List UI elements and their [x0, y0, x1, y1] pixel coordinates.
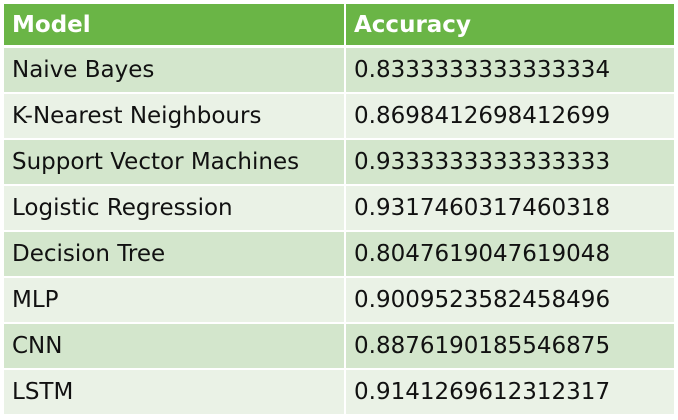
accuracy-cell: 0.9333333333333333: [344, 139, 674, 186]
model-cell: Decision Tree: [4, 231, 345, 278]
table-row: Naive Bayes 0.8333333333333334: [4, 46, 674, 94]
model-cell: K-Nearest Neighbours: [4, 93, 345, 140]
table-row: Logistic Regression 0.9317460317460318: [4, 185, 674, 232]
accuracy-cell: 0.8333333333333334: [344, 46, 674, 94]
table-row: K-Nearest Neighbours 0.8698412698412699: [4, 93, 674, 140]
accuracy-cell: 0.8698412698412699: [344, 93, 674, 140]
table-row: LSTM 0.9141269612312317: [4, 369, 674, 416]
model-column-header: Model: [4, 4, 345, 48]
header-row: Model Accuracy: [4, 4, 674, 48]
table-body: Naive Bayes 0.8333333333333334 K-Nearest…: [4, 46, 674, 416]
accuracy-cell: 0.8047619047619048: [344, 231, 674, 278]
table-header: Model Accuracy: [4, 4, 674, 48]
accuracy-cell: 0.9317460317460318: [344, 185, 674, 232]
model-cell: Naive Bayes: [4, 46, 345, 94]
model-accuracy-table: Model Accuracy Naive Bayes 0.83333333333…: [4, 4, 674, 416]
accuracy-cell: 0.9009523582458496: [344, 277, 674, 324]
table-row: Decision Tree 0.8047619047619048: [4, 231, 674, 278]
accuracy-cell: 0.9141269612312317: [344, 369, 674, 416]
accuracy-column-header: Accuracy: [344, 4, 674, 48]
model-cell: Support Vector Machines: [4, 139, 345, 186]
table-row: CNN 0.8876190185546875: [4, 323, 674, 370]
model-accuracy-table-container: Model Accuracy Naive Bayes 0.83333333333…: [4, 4, 674, 416]
table-row: Support Vector Machines 0.93333333333333…: [4, 139, 674, 186]
model-cell: Logistic Regression: [4, 185, 345, 232]
model-cell: LSTM: [4, 369, 345, 416]
table-row: MLP 0.9009523582458496: [4, 277, 674, 324]
model-cell: CNN: [4, 323, 345, 370]
accuracy-cell: 0.8876190185546875: [344, 323, 674, 370]
model-cell: MLP: [4, 277, 345, 324]
